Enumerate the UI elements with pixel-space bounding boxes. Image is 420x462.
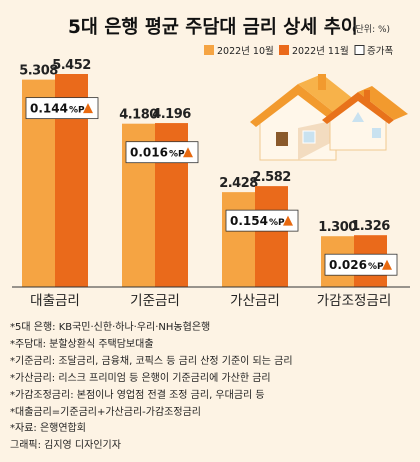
footnote: *대출금리=기준금리+가산금리-가감조정금리 bbox=[10, 406, 201, 418]
increase-unit: %P bbox=[368, 262, 384, 272]
chart-title: 5대 은행 평균 주담대 금리 상세 추이 bbox=[68, 17, 358, 38]
legend-label-nov: 2022년 11월 bbox=[292, 45, 349, 57]
footnote: *5대 은행: KB국민·신한·하나·우리·NH농협은행 bbox=[10, 322, 211, 333]
house-icon-small bbox=[322, 86, 408, 151]
legend: 2022년 10월 2022년 11월 증가폭 bbox=[204, 45, 393, 57]
category-label: 대출금리 bbox=[30, 293, 80, 309]
legend-swatch-nov bbox=[279, 45, 289, 55]
footnote: 그래픽: 김지영 디자인기자 bbox=[10, 440, 121, 452]
footnote: *자료: 은행연합회 bbox=[10, 423, 86, 435]
increase-value: 0.016 bbox=[130, 146, 168, 160]
increase-box bbox=[225, 209, 299, 232]
value-label-nov: 1.326 bbox=[351, 219, 390, 234]
bar-oct bbox=[222, 192, 255, 287]
increase-box bbox=[25, 97, 99, 120]
increase-unit: %P bbox=[269, 218, 285, 228]
footnote: *주담대: 분할상환식 주택담보대출 bbox=[10, 338, 154, 350]
footnotes: *5대 은행: KB국민·신한·하나·우리·NH농협은행 *주담대: 분할상환식… bbox=[10, 320, 415, 455]
unit-label: (단위: %) bbox=[352, 24, 390, 35]
value-label-nov: 2.582 bbox=[252, 170, 291, 185]
increase-box bbox=[324, 253, 398, 276]
value-label-oct: 5.308 bbox=[19, 64, 58, 79]
increase-unit: %P bbox=[169, 150, 185, 160]
value-label-oct: 4.180 bbox=[119, 108, 158, 123]
legend-swatch-oct bbox=[204, 45, 214, 55]
increase-unit: %P bbox=[69, 106, 85, 116]
increase-up-arrow-icon bbox=[83, 103, 93, 114]
increase-value: 0.144 bbox=[30, 102, 68, 116]
house-illustration bbox=[250, 74, 408, 161]
legend-swatch-increase bbox=[354, 45, 365, 55]
value-label-nov: 5.452 bbox=[52, 58, 91, 73]
footnote: *기준금리: 조달금리, 금융채, 코픽스 등 금리 산정 기준이 되는 금리 bbox=[10, 355, 293, 367]
increase-value: 0.154 bbox=[230, 214, 268, 228]
increase-value: 0.026 bbox=[329, 258, 367, 272]
category-label: 기준금리 bbox=[130, 293, 180, 309]
value-label-oct: 1.300 bbox=[318, 220, 357, 235]
increase-box bbox=[125, 141, 199, 164]
increase-up-arrow-icon bbox=[382, 259, 392, 270]
legend-label-oct: 2022년 10월 bbox=[217, 45, 274, 57]
footnote: *가감조정금리: 본점이나 영업점 전결 조정 금리, 우대금리 등 bbox=[10, 389, 265, 401]
legend-label-increase: 증가폭 bbox=[367, 46, 393, 57]
category-label: 가산금리 bbox=[230, 293, 280, 309]
value-label-nov: 4.196 bbox=[152, 107, 191, 122]
increase-up-arrow-icon bbox=[283, 215, 293, 226]
value-label-oct: 2.428 bbox=[219, 176, 258, 191]
footnote: *가산금리: 리스크 프리미엄 등 은행이 기준금리에 가산한 금리 bbox=[10, 372, 271, 384]
increase-up-arrow-icon bbox=[183, 147, 193, 158]
category-label: 가감조정금리 bbox=[317, 293, 392, 309]
bar-nov bbox=[255, 186, 288, 287]
